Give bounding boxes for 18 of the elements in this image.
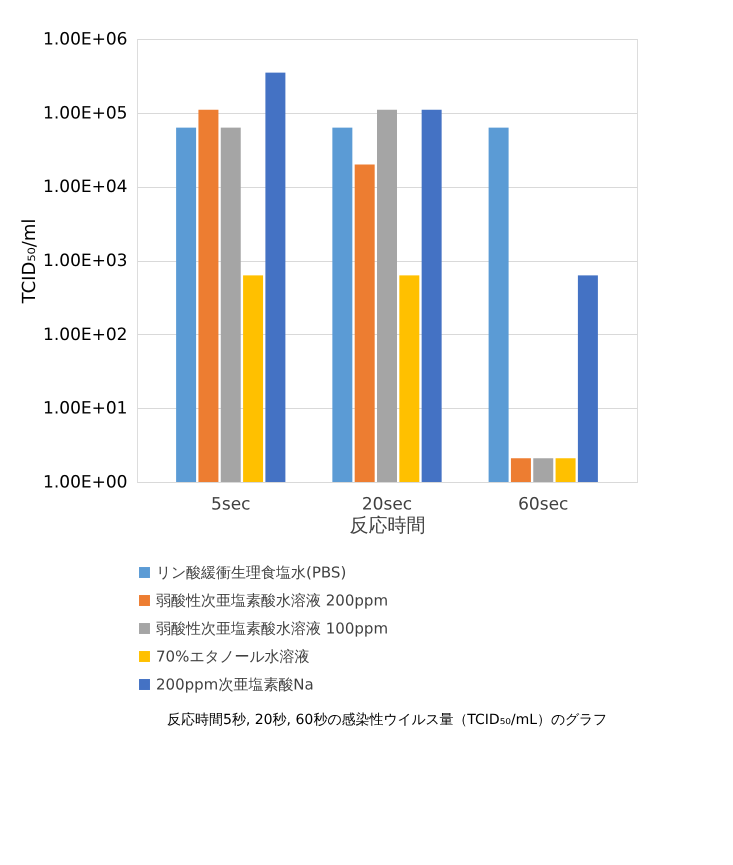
x-axis-title: 反応時間 [350,514,426,536]
y-tick-label: 1.00E+06 [43,30,128,50]
y-tick-label: 1.00E+02 [43,324,128,345]
legend-label: リン酸緩衝生理食塩水(PBS) [156,564,346,582]
legend-label: 200ppm次亜塩素酸Na [156,676,314,694]
y-tick-label: 1.00E+01 [43,398,128,419]
y-tick-label: 1.00E+04 [43,177,128,198]
x-tick-label: 20sec [362,494,412,514]
y-tick-label: 1.00E+00 [43,472,128,492]
x-tick-label: 5sec [211,494,250,514]
y-axis-title: TCID₅₀/ml [19,218,40,304]
legend-label: 弱酸性次亜塩素酸水溶液 200ppm [156,592,388,610]
legend-label: 弱酸性次亜塩素酸水溶液 100ppm [156,620,388,638]
x-tick-label: 60sec [518,494,568,514]
legend-label: 70%エタノール水溶液 [156,648,310,666]
text: 反応時間5秒, 20秒, 60秒の感染性ウイルス量（TCID₅₀/mL）のグラフ [166,712,608,728]
y-tick-label: 1.00E+03 [43,251,128,271]
y-tick-label: 1.00E+05 [43,103,128,124]
